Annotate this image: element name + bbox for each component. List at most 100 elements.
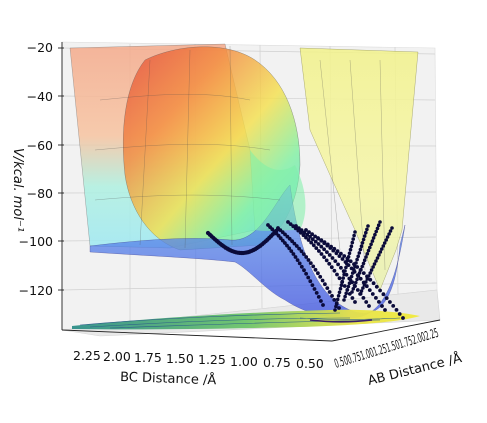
trajectory-point — [347, 281, 352, 286]
trajectory-point — [391, 304, 396, 308]
trajectory-point — [333, 308, 337, 312]
trajectory-point — [301, 252, 306, 256]
trajectory-point — [350, 290, 354, 294]
trajectory-point — [368, 245, 372, 250]
trajectory-points — [205, 220, 405, 320]
trajectory-point — [352, 267, 356, 272]
trajectory-point — [337, 276, 342, 281]
trajectory-point — [359, 289, 364, 293]
bc-tick-label: 0.50 — [296, 356, 324, 371]
trajectory-point — [332, 246, 337, 251]
trajectory-point — [342, 272, 346, 277]
trajectory-point — [361, 271, 366, 275]
trajectory-point — [313, 267, 318, 272]
trajectory-point — [308, 261, 313, 265]
trajectory-point — [347, 251, 352, 256]
trajectory-point — [333, 259, 338, 263]
trajectory-point — [307, 230, 311, 235]
z-tick-label: −100 — [19, 234, 53, 249]
trajectory-point — [346, 254, 351, 259]
trajectory-point — [336, 294, 341, 298]
trajectory-point — [354, 280, 358, 285]
trajectory-point — [321, 303, 325, 307]
trajectory-point — [324, 258, 329, 263]
trajectory-point — [297, 246, 301, 251]
trajectory-point — [327, 290, 332, 294]
trajectory-point — [367, 288, 372, 292]
trajectory-point — [369, 268, 374, 272]
trajectory-point — [397, 312, 402, 316]
trajectory-point — [287, 246, 292, 251]
trajectory-point — [287, 236, 292, 241]
trajectory-point — [304, 255, 309, 259]
trajectory-point — [366, 274, 371, 278]
trajectory-point — [316, 271, 320, 276]
trajectory-point — [316, 242, 321, 246]
trajectory-point — [380, 247, 384, 251]
trajectory-point — [294, 244, 299, 248]
trajectory-point — [343, 294, 347, 299]
trajectory-point — [317, 249, 321, 253]
bc-tick-label: 2.25 — [73, 348, 101, 363]
trajectory-point — [345, 262, 349, 266]
trajectory-point — [346, 284, 351, 289]
trajectory-point — [342, 284, 347, 288]
trajectory-point — [345, 288, 350, 292]
trajectory-point — [312, 287, 317, 291]
trajectory-point — [308, 279, 313, 284]
trajectory-point — [344, 265, 348, 270]
trajectory-point — [288, 222, 293, 227]
z-tick-label: −60 — [27, 138, 53, 153]
trajectory-point — [361, 286, 365, 290]
surface-mesh — [94, 45, 386, 271]
trajectory-point — [384, 296, 389, 300]
trajectory-point — [371, 281, 376, 286]
trajectory-point — [348, 278, 353, 282]
trajectory-point — [310, 237, 315, 242]
trajectory-point — [383, 308, 387, 312]
trajectory-point — [352, 283, 357, 288]
trajectory-point — [377, 253, 381, 257]
trajectory-point — [293, 255, 298, 259]
trajectory-point — [304, 228, 308, 232]
trajectory-point — [285, 243, 289, 248]
trajectory-point — [310, 283, 315, 287]
trajectory-point — [335, 301, 339, 305]
trajectory-point — [319, 252, 324, 256]
trajectory-point — [322, 247, 326, 252]
z-tick-label: −40 — [27, 89, 53, 104]
z-tick-label: −120 — [19, 283, 53, 298]
trajectory-point — [359, 244, 364, 248]
floor-contours — [72, 309, 420, 330]
trajectory-point — [306, 258, 311, 262]
trajectory-point — [378, 220, 382, 224]
contour-lines — [79, 312, 401, 329]
trajectory-point — [348, 247, 353, 252]
trajectory-point — [313, 239, 318, 244]
trajectory-point — [330, 294, 334, 298]
trajectory-point — [319, 299, 323, 303]
trajectory-point — [374, 284, 379, 289]
trajectory-point — [365, 252, 370, 256]
trajectory-point — [358, 276, 363, 281]
bc-axis: 2.25 2.00 1.75 1.50 1.25 1.00 0.75 0.50 … — [61, 329, 333, 388]
trajectory-point — [310, 232, 314, 237]
trajectory-point — [339, 265, 343, 270]
trajectory-point — [292, 241, 297, 246]
trajectory-point — [378, 250, 383, 254]
trajectory-point — [289, 249, 294, 254]
trajectory-point — [360, 241, 365, 245]
trajectory-point — [318, 274, 323, 279]
trajectory-point — [368, 277, 373, 282]
trajectory-point — [306, 275, 311, 280]
trajectory-point — [368, 271, 373, 275]
trajectory-point — [390, 226, 394, 230]
trajectory-point — [358, 292, 362, 296]
trajectory-point — [330, 256, 335, 260]
trajectory-point — [313, 234, 317, 239]
trajectory-point — [311, 264, 316, 269]
trajectory-point — [283, 241, 287, 245]
bc-tick-label: 1.25 — [198, 352, 226, 367]
trajectory-point — [350, 271, 355, 275]
